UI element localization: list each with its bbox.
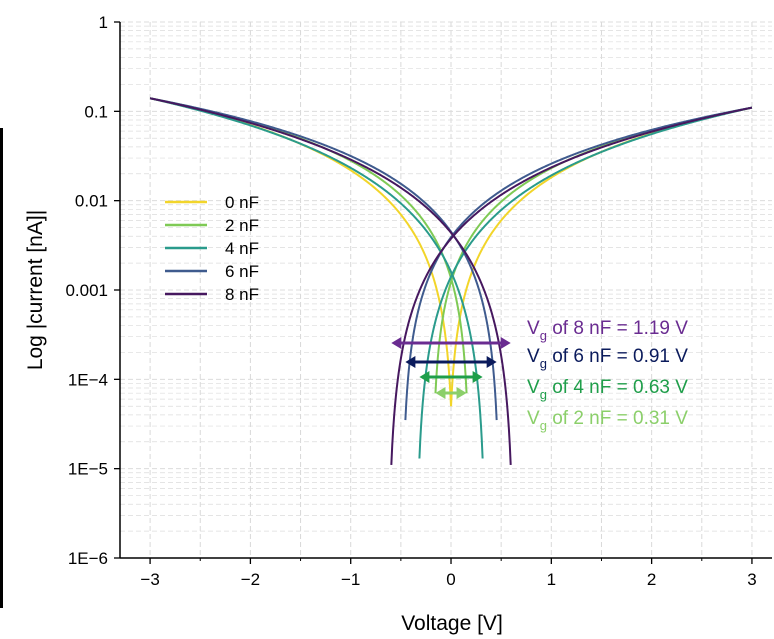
vg-symbol: V <box>527 318 540 339</box>
legend: 0 nF 2 nF 4 nF 6 nF 8 nF <box>165 193 259 304</box>
series-line-8-nf-a <box>149 97 512 466</box>
vg-arrow-head-left <box>435 387 446 399</box>
legend-label: 2 nF <box>225 216 259 235</box>
y-tick-label: 0.1 <box>84 102 108 121</box>
y-tick-label: 0.001 <box>65 281 108 300</box>
vg-arrow-head-left <box>405 356 416 368</box>
vg-arrow-head-right <box>456 387 467 399</box>
x-tick-label: 3 <box>747 570 756 589</box>
vg-annotation-text: of 2 nF = 0.31 V <box>547 408 688 429</box>
vg-annotation-text: of 8 nF = 1.19 V <box>547 318 688 339</box>
vg-annotation: Vg of 4 nF = 0.63 V <box>527 377 688 402</box>
vg-subscript: g <box>540 387 547 402</box>
vg-symbol: V <box>527 346 540 367</box>
legend-label: 0 nF <box>225 193 259 212</box>
y-tick-label: 1 <box>99 13 108 32</box>
axes: −3 −2 −1 0 1 2 3 1E−6 1E−5 1E−4 0.001 0.01 0.1 1 <box>65 13 772 589</box>
vg-subscript: g <box>540 328 547 343</box>
series-line-8-nf-b <box>390 106 753 466</box>
x-tick-label: 2 <box>647 570 656 589</box>
grid <box>120 21 772 559</box>
vg-arrow-head-right <box>472 371 483 383</box>
vg-annotation-text: of 6 nF = 0.91 V <box>547 346 688 367</box>
y-tick-label: 1E−6 <box>68 549 108 568</box>
y-tick-label: 0.01 <box>75 192 108 211</box>
vg-annotation: Vg of 8 nF = 1.19 V <box>527 318 688 343</box>
series-line-4-nf-a <box>149 97 484 459</box>
y-axis-title: Log |current [nA]| <box>24 210 47 370</box>
series-line-4-nf-b <box>418 106 753 459</box>
y-tick-label: 1E−4 <box>68 370 108 389</box>
curves <box>149 97 753 466</box>
legend-label: 8 nF <box>225 285 259 304</box>
legend-label: 4 nF <box>225 239 259 258</box>
left-edge-bar <box>0 128 3 608</box>
vg-arrow-head-right <box>486 356 497 368</box>
x-tick-label: 1 <box>547 570 556 589</box>
vg-annotation: Vg of 6 nF = 0.91 V <box>527 346 688 371</box>
vg-arrow-head-left <box>391 337 402 349</box>
vg-subscript: g <box>540 356 547 371</box>
legend-label: 6 nF <box>225 262 259 281</box>
x-tick-label: −2 <box>241 570 260 589</box>
x-axis-title: Voltage [V] <box>401 612 503 635</box>
x-tick-label: −3 <box>140 570 159 589</box>
vg-subscript: g <box>540 418 547 433</box>
x-tick-label: −1 <box>341 570 360 589</box>
vg-annotation-text: of 4 nF = 0.63 V <box>547 377 688 398</box>
vg-arrow-head-right <box>500 337 511 349</box>
vg-symbol: V <box>527 408 540 429</box>
x-tick-label: 0 <box>446 570 455 589</box>
y-tick-label: 1E−5 <box>68 460 108 479</box>
vg-arrow-head-left <box>419 371 430 383</box>
annotations: Vg of 8 nF = 1.19 VVg of 6 nF = 0.91 VVg… <box>527 318 688 433</box>
vg-arrows <box>391 337 511 399</box>
vg-symbol: V <box>527 377 540 398</box>
vg-annotation: Vg of 2 nF = 0.31 V <box>527 408 688 433</box>
